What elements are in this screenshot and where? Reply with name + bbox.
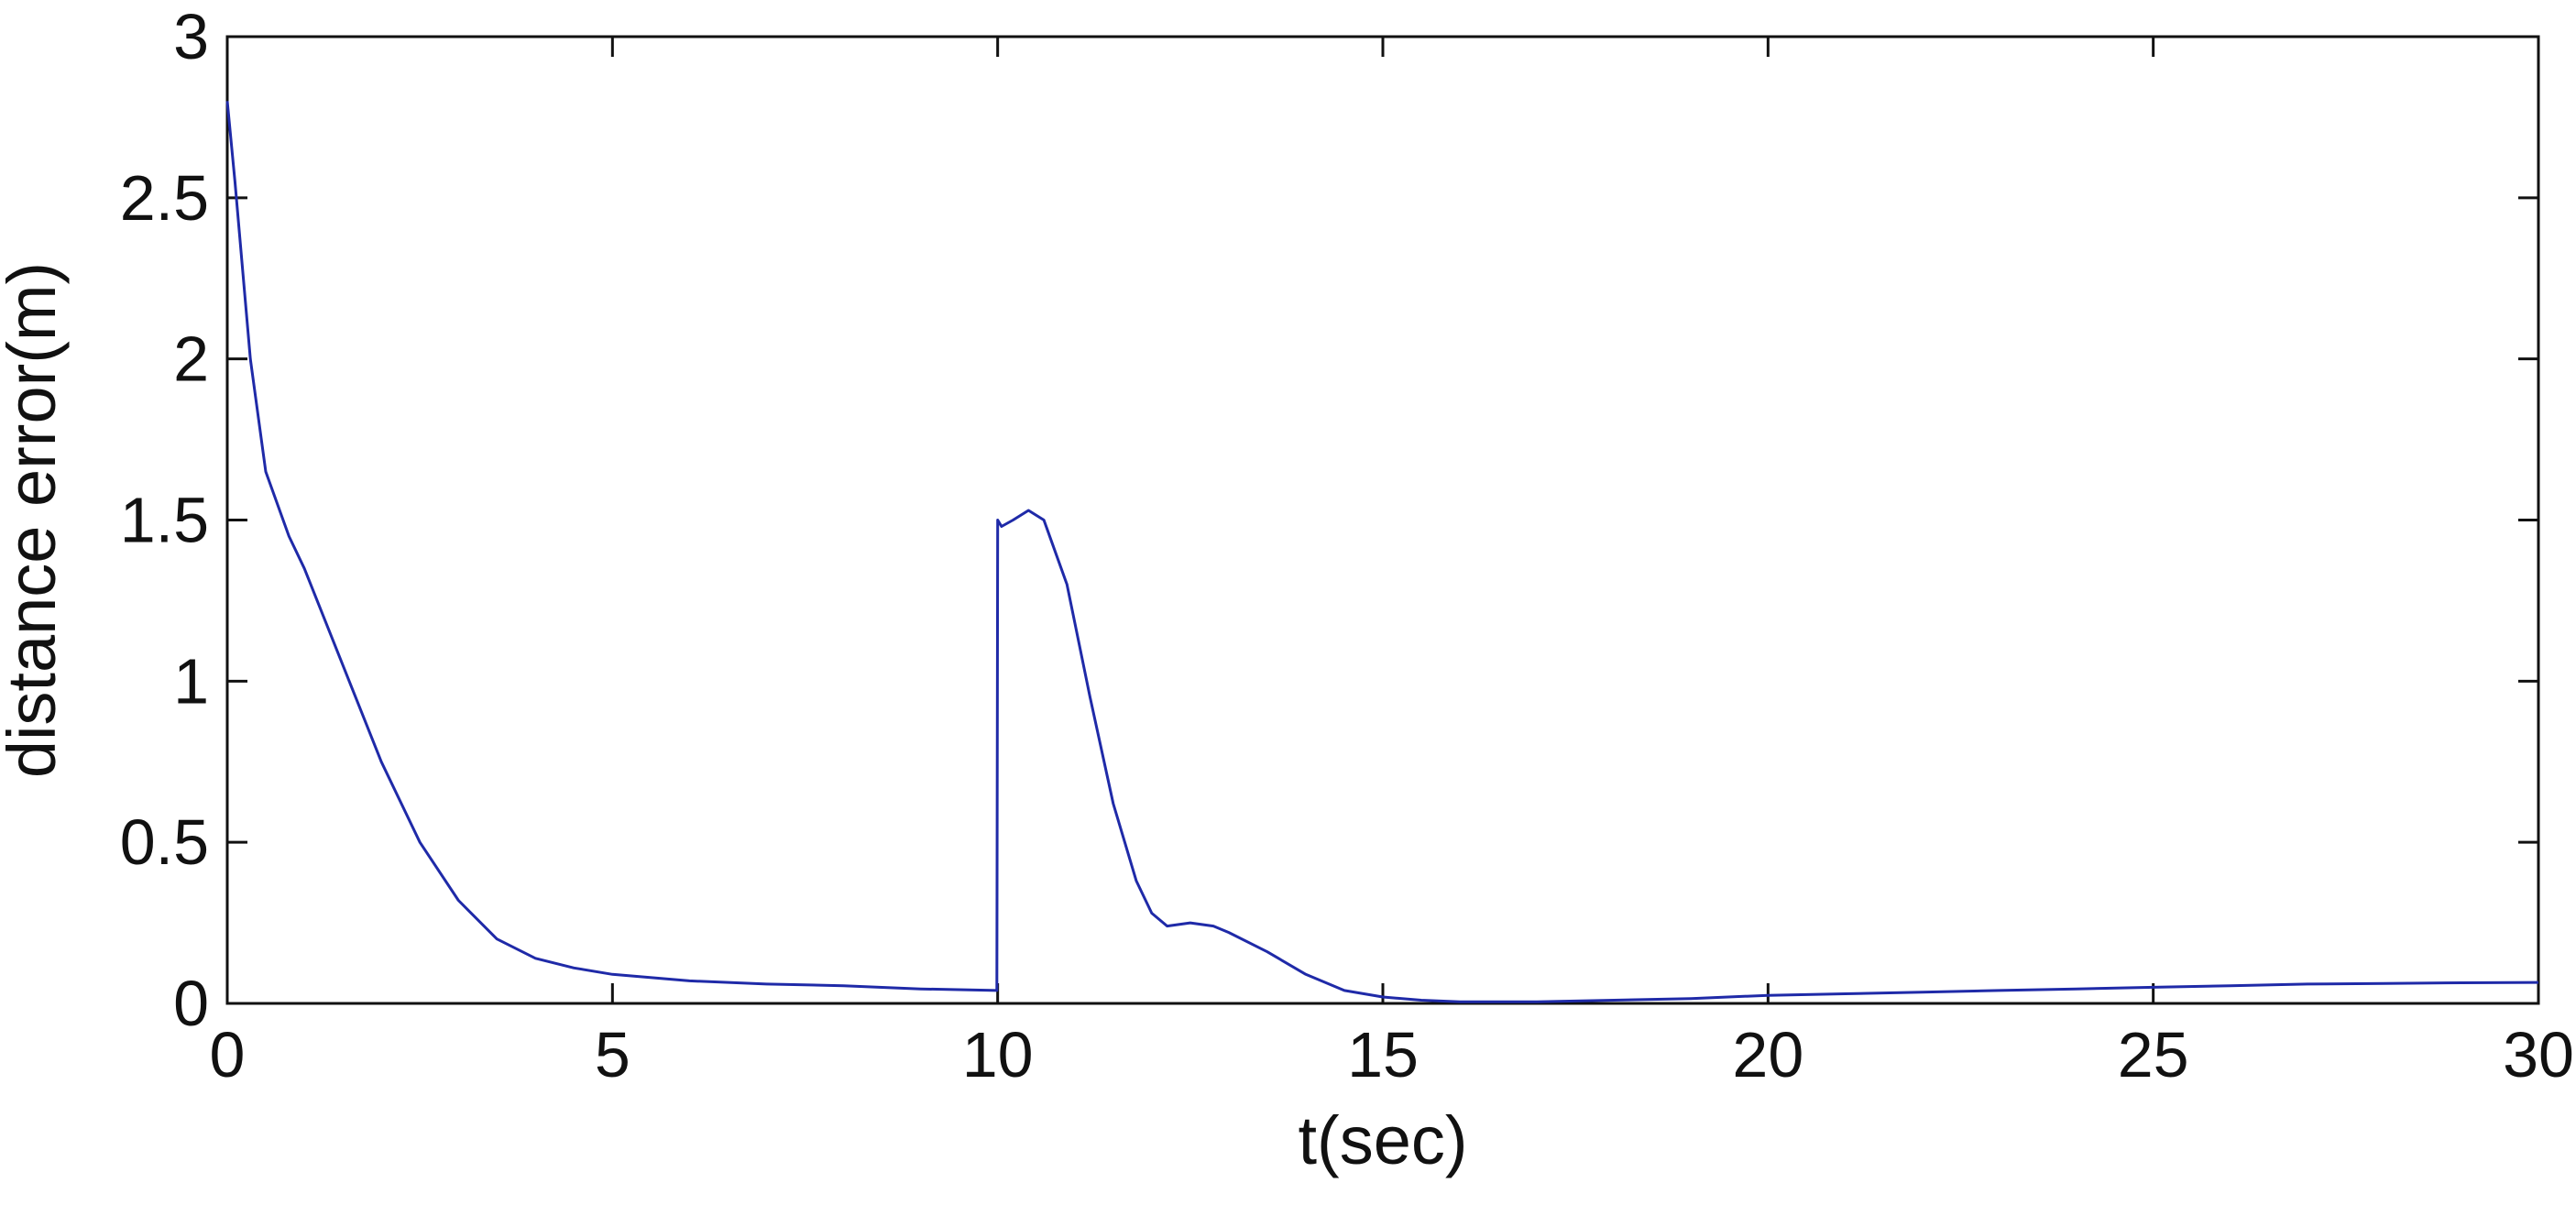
- y-axis-label: distance error(m): [0, 262, 70, 778]
- y-tick-label: 1: [173, 645, 209, 717]
- x-tick-label: 25: [2118, 1019, 2189, 1090]
- y-tick-label: 2: [173, 323, 209, 395]
- x-tick-label: 10: [962, 1019, 1034, 1090]
- x-axis-ticks: 0 5 10 15 20 25 30: [210, 37, 2574, 1090]
- x-tick-label: 5: [595, 1019, 630, 1090]
- series-layer: [225, 101, 2539, 1003]
- y-tick-label: 2.5: [120, 162, 209, 234]
- x-tick-label: 20: [1732, 1019, 1803, 1090]
- y-tick-label: 1.5: [120, 485, 209, 556]
- y-tick-label: 3: [173, 1, 209, 72]
- y-axis-ticks: 0 0.5 1 1.5 2 2.5 3: [120, 1, 2538, 1039]
- x-tick-label: 30: [2503, 1019, 2574, 1090]
- y-tick-label: 0: [173, 968, 209, 1039]
- x-tick-label: 0: [210, 1019, 246, 1090]
- x-axis-label: t(sec): [1299, 1102, 1468, 1178]
- x-tick-label: 15: [1347, 1019, 1419, 1090]
- series-line: [225, 101, 2539, 1003]
- y-tick-label: 0.5: [120, 806, 209, 878]
